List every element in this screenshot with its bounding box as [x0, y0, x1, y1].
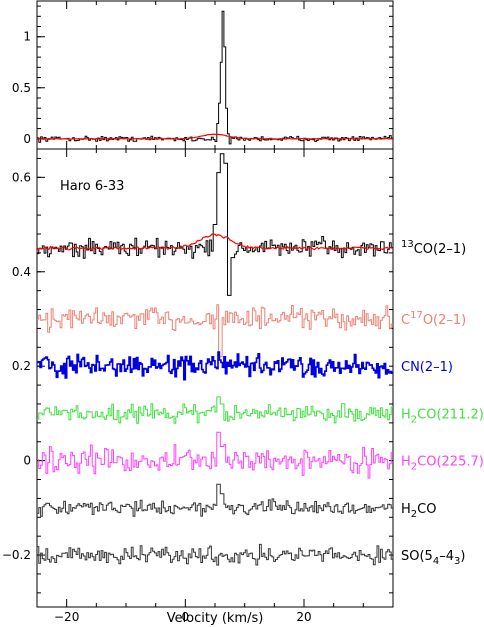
bottom-series-2: [37, 304, 393, 358]
source-annotation: Haro 6-33: [60, 179, 124, 194]
bottom-ytick-label: 0.6: [12, 170, 31, 184]
top-series-0: [37, 10, 393, 145]
top-series-1-model: [36, 133, 394, 140]
bottom-xtick-label: 0: [182, 610, 190, 624]
bottom-panel-frame: [36, 148, 394, 608]
bottom-series-3: [37, 351, 393, 381]
bottom-panel-plot: −0.2 0 0.2 0.4 0.6 −20 0 20 13CO(2–1) C17O(2–1) CN…: [2, 149, 484, 624]
bottom-series-5: [37, 431, 393, 479]
top-panel-frame: [36, 0, 394, 150]
bottom-ytick-label: 0.4: [12, 265, 31, 279]
bottom-series-6: [37, 483, 393, 517]
bottom-ytick-label: −0.2: [2, 548, 31, 562]
bottom-series-4: [37, 396, 393, 424]
bottom-series-label-5: H2CO(225.7): [401, 455, 484, 473]
top-panel-plot: 00.51: [12, 1, 394, 149]
bottom-xtick-label: 20: [296, 610, 311, 624]
bottom-ytick-label: 0.2: [12, 359, 31, 373]
x-axis-label: Velocity (km/s): [167, 611, 264, 626]
bottom-series-label-7: SO(54–43): [401, 549, 465, 567]
bottom-series-1-model: [36, 233, 394, 251]
bottom-xtick-label: −20: [54, 610, 79, 624]
top-ytick-label: 0: [23, 132, 31, 146]
bottom-series-0: [37, 153, 393, 296]
bottom-series-7: [37, 543, 393, 566]
bottom-series-label-3: CN(2–1): [401, 360, 453, 375]
top-ytick-label: 0.5: [12, 81, 31, 95]
bottom-series-label-4: H2CO(211.2): [401, 407, 484, 425]
bottom-ytick-label: 0: [23, 454, 31, 468]
top-ytick-label: 1: [23, 30, 31, 44]
bottom-series-label-0: 13CO(2–1): [401, 239, 466, 257]
bottom-series-label-2: C17O(2–1): [401, 310, 466, 328]
bottom-series-label-6: H2CO: [401, 502, 436, 520]
